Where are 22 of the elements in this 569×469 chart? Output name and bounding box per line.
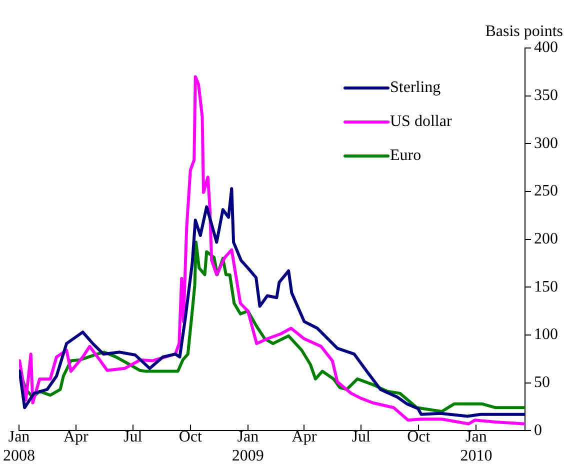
y-tick-label: 50 (534, 374, 550, 391)
legend-label: Euro (390, 147, 422, 164)
x-tick-label: Jul (352, 428, 372, 446)
y-tick-label: 250 (534, 182, 558, 200)
x-tick-label: Apr (292, 428, 318, 446)
y-tick-label: 400 (534, 39, 558, 56)
y-tick-label: 100 (534, 326, 558, 344)
y-tick-label: 200 (534, 230, 558, 248)
x-tick-label: Oct (178, 428, 202, 446)
y-tick-label: 150 (534, 278, 558, 296)
y-tick-label: 300 (534, 134, 558, 152)
x-tick-label: Jan 2008 (3, 428, 35, 465)
y-tick-label: 0 (534, 422, 542, 439)
y-tick-label: 350 (534, 87, 558, 104)
legend-label: Sterling (390, 79, 441, 96)
y-axis-title: Basis points (485, 23, 563, 40)
x-tick-label: Jan 2009 (232, 428, 264, 465)
x-tick-label: Jul (124, 428, 143, 446)
x-tick-label: Apr (63, 428, 90, 446)
x-tick-label: Oct (407, 428, 431, 446)
legend-label: US dollar (390, 113, 452, 130)
x-tick-label: Jan 2010 (460, 428, 492, 465)
